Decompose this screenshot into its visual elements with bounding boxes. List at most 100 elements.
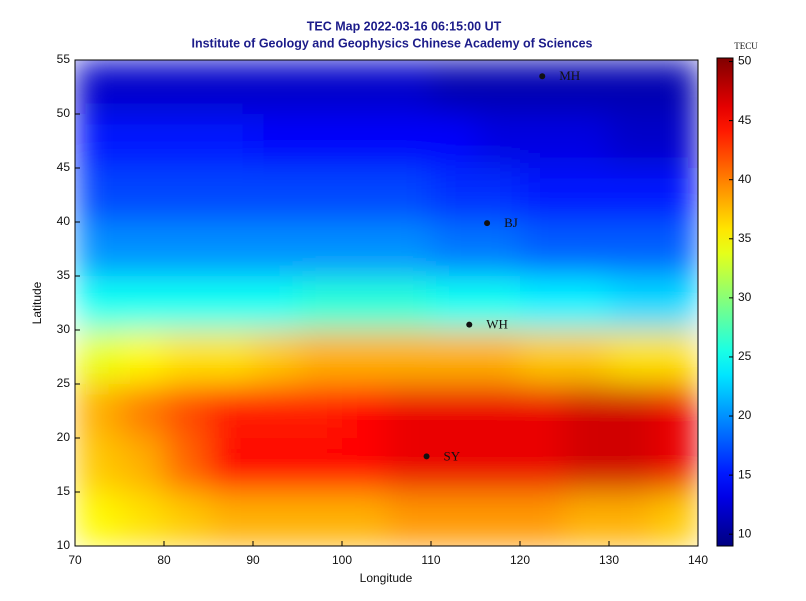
heat-cell — [253, 168, 298, 223]
heat-cell — [119, 276, 165, 331]
heat-cell — [431, 438, 476, 493]
station-label: WH — [486, 317, 508, 332]
heat-cell — [119, 114, 165, 169]
heat-cell — [75, 492, 120, 546]
heat-cell — [342, 222, 387, 277]
colorbar — [716, 57, 734, 547]
heat-cell — [253, 276, 298, 331]
x-tick-label: 110 — [421, 553, 440, 567]
colorbar-tick-label: 20 — [738, 408, 752, 422]
heat-cell — [520, 114, 565, 169]
heat-cell — [119, 492, 165, 546]
heat-cell — [342, 168, 387, 223]
heat-cell — [386, 114, 432, 169]
colorbar-tick-label: 25 — [738, 349, 752, 363]
colorbar-tick-label: 30 — [738, 290, 752, 304]
heat-cell — [297, 168, 343, 223]
heat-cell — [342, 438, 387, 493]
heat-cell — [431, 114, 476, 169]
heat-cell — [431, 60, 476, 115]
y-tick-label: 15 — [57, 484, 71, 498]
heat-cell — [653, 168, 698, 223]
chart-title: TEC Map 2022-03-16 06:15:00 UT — [307, 19, 502, 33]
heat-cell — [520, 438, 565, 493]
chart-subtitle: Institute of Geology and Geophysics Chin… — [191, 36, 592, 50]
y-tick-label: 40 — [57, 214, 71, 228]
heat-cell — [520, 222, 565, 277]
heat-cell — [253, 384, 298, 439]
heat-cell — [119, 384, 165, 439]
station-label: SY — [444, 448, 461, 463]
heat-cell — [342, 384, 387, 439]
heat-cell — [342, 492, 387, 546]
heat-cell — [386, 384, 432, 439]
plot-frame — [74, 59, 699, 547]
heat-cell — [297, 276, 343, 331]
heat-cell — [520, 492, 565, 546]
heat-cell — [208, 222, 254, 277]
heat-cell — [75, 222, 120, 277]
heat-cell — [75, 330, 120, 385]
heat-cell — [75, 114, 120, 169]
x-tick-label: 140 — [688, 553, 708, 567]
heat-cell — [297, 114, 343, 169]
heat-cell — [297, 492, 343, 546]
heat-cell — [342, 276, 387, 331]
y-tick-label: 10 — [57, 538, 71, 552]
heat-cell — [386, 168, 432, 223]
heat-cell — [208, 330, 254, 385]
heat-cell — [253, 60, 298, 115]
heat-cell — [208, 168, 254, 223]
heat-cell — [653, 492, 698, 546]
heat-cell — [253, 492, 298, 546]
heat-cell — [564, 222, 610, 277]
heat-cell — [475, 276, 521, 331]
y-tick-label: 30 — [57, 322, 71, 336]
heat-cell — [609, 492, 654, 546]
x-tick-label: 100 — [332, 553, 352, 567]
heat-cell — [164, 492, 209, 546]
heat-cell — [475, 114, 521, 169]
heat-cell — [609, 384, 654, 439]
x-tick-label: 90 — [246, 553, 260, 567]
heat-cell — [609, 330, 654, 385]
heat-cell — [208, 492, 254, 546]
heat-cell — [119, 60, 165, 115]
heat-cell — [386, 492, 432, 546]
colorbar-label: TECU — [734, 41, 758, 51]
heat-cell — [208, 114, 254, 169]
heat-cell — [208, 60, 254, 115]
heat-cell — [119, 168, 165, 223]
heat-cell — [75, 438, 120, 493]
heat-cell — [520, 384, 565, 439]
y-tick-label: 25 — [57, 376, 71, 390]
station-marker — [466, 321, 473, 328]
x-tick-label: 70 — [68, 553, 82, 567]
station-marker — [539, 73, 546, 80]
heat-cell — [208, 276, 254, 331]
colorbar-tick-label: 15 — [738, 467, 752, 481]
heat-cell — [564, 384, 610, 439]
heat-cell — [653, 330, 698, 385]
heat-cell — [253, 114, 298, 169]
heat-cell — [342, 114, 387, 169]
heat-cell — [475, 492, 521, 546]
heat-cell — [75, 384, 120, 439]
station-marker — [423, 453, 430, 460]
heat-cell — [609, 168, 654, 223]
heat-cell — [297, 438, 343, 493]
heat-cell — [386, 276, 432, 331]
heat-cell — [386, 60, 432, 115]
heat-cell — [297, 222, 343, 277]
heat-cell — [208, 438, 254, 493]
heat-cell — [75, 276, 120, 331]
heat-cell — [342, 330, 387, 385]
heat-cell — [386, 330, 432, 385]
colorbar-tick-label: 45 — [738, 113, 752, 127]
heat-cell — [119, 222, 165, 277]
heat-cell — [164, 330, 209, 385]
heat-cell — [475, 60, 521, 115]
heat-cell — [475, 222, 521, 277]
heat-cell — [520, 60, 565, 115]
station-marker — [484, 220, 491, 227]
